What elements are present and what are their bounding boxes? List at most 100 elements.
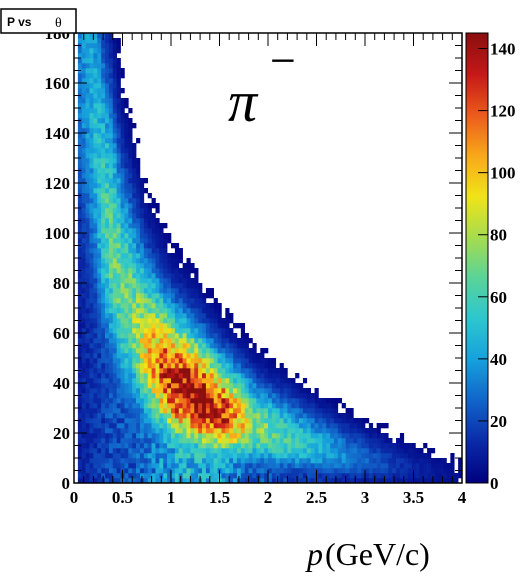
- heatmap-cell: [326, 413, 331, 419]
- heatmap-cell: [147, 448, 152, 454]
- heatmap-cell: [147, 413, 152, 419]
- heatmap-cell: [186, 343, 191, 349]
- heatmap-cell: [89, 378, 94, 384]
- heatmap-cell: [147, 338, 152, 344]
- heatmap-cell: [89, 198, 94, 204]
- heatmap-cell: [147, 248, 152, 254]
- heatmap-cell: [93, 248, 98, 254]
- heatmap-cell: [93, 468, 98, 474]
- heatmap-cell: [213, 338, 218, 344]
- heatmap-cell: [89, 148, 94, 154]
- heatmap-cell: [178, 443, 183, 449]
- heatmap-cell: [260, 368, 265, 374]
- heatmap-cell: [291, 408, 296, 414]
- heatmap-cell: [105, 408, 110, 414]
- heatmap-cell: [147, 373, 152, 379]
- heatmap-cell: [101, 438, 106, 444]
- heatmap-cell: [155, 353, 160, 359]
- heatmap-cell: [178, 293, 183, 299]
- heatmap-cell: [244, 473, 249, 479]
- heatmap-cell: [108, 93, 114, 99]
- heatmap-cell: [81, 223, 86, 229]
- heatmap-cell: [209, 333, 214, 339]
- heatmap-cell: [268, 403, 273, 409]
- heatmap-cell: [330, 448, 335, 454]
- heatmap-cell: [450, 453, 455, 459]
- heatmap-cell: [77, 463, 83, 469]
- heatmap-cell: [124, 308, 129, 314]
- heatmap-cell: [112, 278, 117, 284]
- heatmap-cell: [97, 223, 102, 229]
- heatmap-cell: [229, 408, 234, 414]
- heatmap-cell: [388, 473, 393, 479]
- heatmap-cell: [174, 428, 180, 434]
- heatmap-cell: [108, 343, 114, 349]
- heatmap-cell: [116, 393, 121, 399]
- heatmap-cell: [205, 358, 211, 364]
- heatmap-cell: [264, 438, 269, 444]
- heatmap-cell: [252, 408, 257, 414]
- heatmap-cell: [136, 438, 141, 444]
- heatmap-cell: [136, 238, 141, 244]
- heatmap-cell: [139, 338, 145, 344]
- heatmap-cell: [151, 433, 156, 439]
- heatmap-cell: [178, 358, 183, 364]
- heatmap-cell: [229, 413, 234, 419]
- heatmap-cell: [330, 478, 335, 484]
- heatmap-cell: [151, 373, 156, 379]
- heatmap-cell: [116, 58, 121, 64]
- heatmap-cell: [85, 233, 90, 239]
- heatmap-cell: [139, 448, 145, 454]
- heatmap-cell: [171, 308, 176, 314]
- heatmap-cell: [171, 428, 176, 434]
- heatmap-cell: [112, 43, 117, 49]
- heatmap-cell: [268, 383, 273, 389]
- heatmap-cell: [302, 448, 308, 454]
- heatmap-cell: [97, 448, 102, 454]
- heatmap-cell: [120, 103, 125, 109]
- heatmap-cell: [217, 393, 222, 399]
- heatmap-cell: [101, 63, 106, 69]
- heatmap-cell: [291, 393, 296, 399]
- heatmap-cell: [112, 183, 117, 189]
- heatmap-cell: [167, 383, 172, 389]
- heatmap-cell: [217, 413, 222, 419]
- heatmap-cell: [81, 348, 86, 354]
- heatmap-cell: [322, 478, 327, 484]
- heatmap-cell: [380, 458, 385, 464]
- heatmap-cell: [268, 468, 273, 474]
- heatmap-cell: [93, 368, 98, 374]
- heatmap-cell: [299, 418, 304, 424]
- heatmap-cell: [271, 463, 277, 469]
- heatmap-cell: [128, 173, 133, 179]
- heatmap-cell: [89, 298, 94, 304]
- heatmap-cell: [105, 468, 110, 474]
- heatmap-cell: [89, 113, 94, 119]
- heatmap-cell: [77, 63, 83, 69]
- heatmap-cell: [248, 403, 253, 409]
- heatmap-cell: [240, 443, 246, 449]
- heatmap-cell: [310, 408, 315, 414]
- x-tick-label: 0.5: [112, 488, 133, 507]
- heatmap-cell: [202, 398, 207, 404]
- heatmap-cell: [101, 78, 106, 84]
- heatmap-cell: [85, 403, 90, 409]
- heatmap-cell: [209, 353, 214, 359]
- heatmap-cell: [108, 223, 114, 229]
- heatmap-cell: [81, 293, 86, 299]
- heatmap-cell: [190, 388, 195, 394]
- heatmap-cell: [268, 438, 273, 444]
- heatmap-cell: [163, 343, 168, 349]
- heatmap-cell: [132, 408, 137, 414]
- heatmap-cell: [178, 373, 183, 379]
- heatmap-cell: [171, 433, 176, 439]
- heatmap-cell: [97, 183, 102, 189]
- heatmap-cell: [186, 458, 191, 464]
- heatmap-cell: [93, 63, 98, 69]
- heatmap-cell: [143, 463, 149, 469]
- heatmap-cell: [163, 438, 168, 444]
- heatmap-cell: [349, 443, 354, 449]
- heatmap-cell: [112, 398, 117, 404]
- heatmap-cell: [388, 453, 393, 459]
- heatmap-cell: [372, 468, 377, 474]
